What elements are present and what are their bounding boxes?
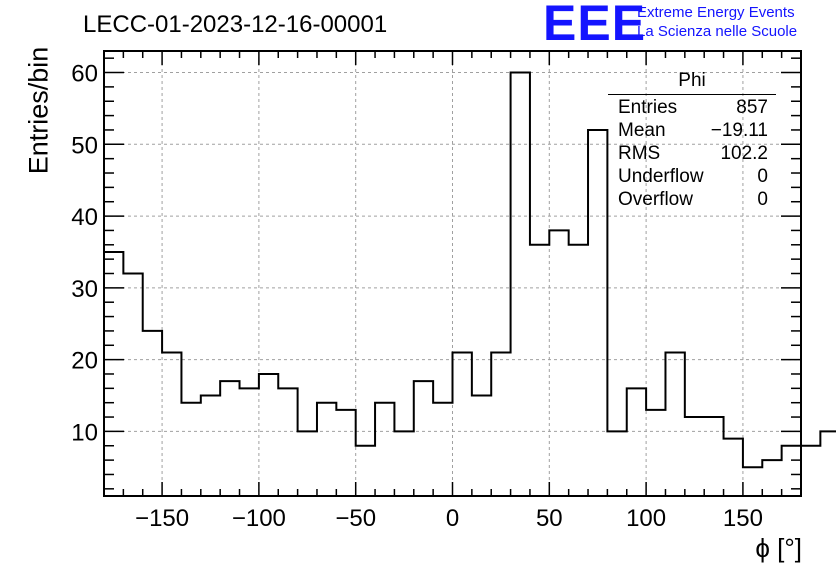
y-tick-label: 30 [71, 276, 98, 303]
logo-line-1: Extreme Energy Events [637, 4, 795, 21]
logo-line-2: La Scienza nelle Scuole [637, 23, 798, 40]
histogram-bin [549, 230, 568, 496]
stats-row-overflow: Overflow 0 [608, 188, 776, 211]
histogram-bin [569, 245, 588, 496]
histogram-bin [201, 396, 220, 496]
histogram-bin [220, 381, 239, 496]
stats-value: −19.11 [710, 120, 768, 141]
histogram-bin [356, 446, 375, 496]
histogram-bin [511, 73, 530, 496]
x-tick-label: 50 [536, 505, 563, 532]
histogram-bin [801, 446, 820, 496]
y-tick-label: 10 [71, 419, 98, 446]
stats-label: Mean [618, 120, 666, 141]
y-tick-label: 20 [71, 348, 98, 375]
stats-box: Phi Entries 857 Mean −19.11 RMS 102.2 Un… [608, 70, 776, 211]
histogram-bin [743, 467, 762, 496]
y-tick-label: 50 [71, 132, 98, 159]
x-axis-label: ϕ [°] [755, 533, 802, 563]
x-tick-label: 150 [723, 505, 763, 532]
histogram-bin [724, 439, 743, 496]
histogram-bin [240, 388, 259, 496]
histogram-bin [375, 403, 394, 496]
x-tick-label: −100 [232, 505, 286, 532]
histogram-bin [762, 460, 781, 496]
stats-value: 0 [757, 166, 768, 187]
histogram-bin [278, 388, 297, 496]
histogram-bin [685, 417, 704, 496]
histogram-bin [820, 431, 836, 496]
x-tick-label: 100 [626, 505, 666, 532]
histogram-bin [491, 352, 510, 496]
histogram-bin [181, 403, 200, 496]
x-tick-labels: −150 −100 −50 0 50 100 150 [135, 505, 763, 532]
x-tick-label: 0 [446, 505, 459, 532]
histogram-bin [123, 274, 142, 497]
histogram-bin [298, 431, 317, 496]
x-tick-label: −150 [135, 505, 189, 532]
stats-value: 857 [736, 97, 768, 118]
histogram-bin [433, 403, 452, 496]
histogram-bin [143, 331, 162, 496]
stats-row-mean: Mean −19.11 [608, 119, 776, 142]
histogram-bin [317, 403, 336, 496]
histogram-bin [394, 431, 413, 496]
histogram-bin [530, 245, 549, 496]
histogram-bin [646, 410, 665, 496]
histogram-bin [259, 374, 278, 496]
stats-label: Entries [618, 97, 678, 118]
y-tick-labels: 10 20 30 40 50 60 [71, 61, 98, 447]
x-tick-label: −50 [335, 505, 376, 532]
y-tick-label: 40 [71, 204, 98, 231]
histogram-bin [336, 410, 355, 496]
eee-logo: EEE [543, 0, 647, 51]
histogram-bin [453, 352, 472, 496]
histogram-bin [162, 352, 181, 496]
stats-label: Overflow [618, 189, 693, 210]
y-axis-label: Entries/bin [23, 46, 54, 175]
chart-title: LECC-01-2023-12-16-00001 [83, 11, 388, 38]
histogram-bin [588, 130, 607, 496]
stats-row-rms: RMS 102.2 [608, 142, 776, 165]
stats-row-entries: Entries 857 [608, 96, 776, 119]
histogram-bin [627, 388, 646, 496]
histogram-bin [665, 352, 684, 496]
stats-label: Underflow [618, 166, 704, 187]
stats-row-underflow: Underflow 0 [608, 165, 776, 188]
histogram-outline [103, 71, 836, 496]
axis-ticks [104, 51, 801, 496]
y-tick-label: 60 [71, 61, 98, 88]
histogram-bin [414, 381, 433, 496]
histogram-bin [704, 417, 723, 496]
stats-label: RMS [618, 143, 661, 164]
grid-lines [104, 51, 801, 496]
stats-title: Phi [608, 70, 776, 95]
stats-value: 102.2 [720, 143, 768, 164]
stats-value: 0 [757, 189, 768, 210]
histogram-bin [607, 431, 626, 496]
histogram-bin [472, 396, 491, 496]
